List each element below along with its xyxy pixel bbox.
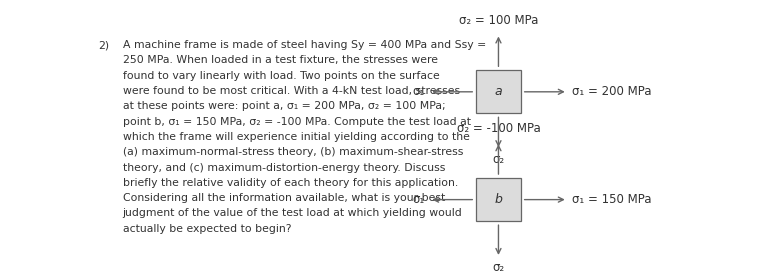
Text: actually be expected to begin?: actually be expected to begin? — [122, 224, 291, 234]
Text: point b, σ₁ = 150 MPa, σ₂ = -100 MPa. Compute the test load at: point b, σ₁ = 150 MPa, σ₂ = -100 MPa. Co… — [122, 116, 470, 127]
Text: theory, and (c) maximum-distortion-energy theory. Discuss: theory, and (c) maximum-distortion-energ… — [122, 162, 445, 172]
Text: at these points were: point a, σ₁ = 200 MPa, σ₂ = 100 MPa;: at these points were: point a, σ₁ = 200 … — [122, 101, 445, 111]
Bar — [477, 178, 521, 221]
Text: Considering all the information available, what is your best: Considering all the information availabl… — [122, 193, 445, 203]
Text: σ₂: σ₂ — [492, 153, 505, 166]
Bar — [477, 70, 521, 113]
Text: σ₁: σ₁ — [412, 193, 425, 206]
Text: σ₂ = -100 MPa: σ₂ = -100 MPa — [457, 122, 540, 135]
Text: 250 MPa. When loaded in a test fixture, the stresses were: 250 MPa. When loaded in a test fixture, … — [122, 55, 438, 65]
Text: found to vary linearly with load. Two points on the surface: found to vary linearly with load. Two po… — [122, 71, 439, 81]
Text: σ₂: σ₂ — [492, 261, 505, 274]
Text: judgment of the value of the test load at which yielding would: judgment of the value of the test load a… — [122, 208, 462, 218]
Text: σ₂ = 100 MPa: σ₂ = 100 MPa — [459, 14, 538, 27]
Text: b: b — [495, 193, 502, 206]
Text: (a) maximum-normal-stress theory, (b) maximum-shear-stress: (a) maximum-normal-stress theory, (b) ma… — [122, 147, 463, 157]
Text: briefly the relative validity of each theory for this application.: briefly the relative validity of each th… — [122, 178, 458, 188]
Text: A machine frame is made of steel having Sy = 400 MPa and Ssy =: A machine frame is made of steel having … — [122, 40, 486, 50]
Text: σ₁ = 200 MPa: σ₁ = 200 MPa — [572, 85, 652, 98]
Text: σ₁: σ₁ — [412, 85, 425, 98]
Text: were found to be most critical. With a 4-kN test load, stresses: were found to be most critical. With a 4… — [122, 86, 460, 96]
Text: a: a — [495, 85, 502, 98]
Text: 2): 2) — [98, 40, 109, 50]
Text: which the frame will experience initial yielding according to the: which the frame will experience initial … — [122, 132, 470, 142]
Text: σ₁ = 150 MPa: σ₁ = 150 MPa — [572, 193, 652, 206]
